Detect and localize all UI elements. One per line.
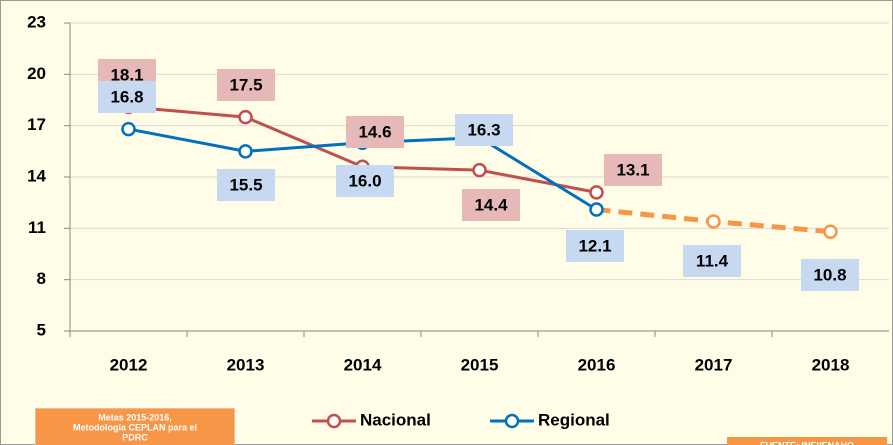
- data-label: 16.0: [348, 171, 381, 190]
- y-tick-label: 8: [37, 269, 46, 288]
- x-tick-label: 2016: [578, 355, 616, 374]
- point: [589, 185, 604, 200]
- note-box: [35, 408, 235, 445]
- label-box: [801, 259, 859, 291]
- data-label: 10.8: [813, 265, 846, 284]
- legend-label: Nacional: [360, 410, 431, 429]
- source-box: [727, 437, 887, 445]
- label-box: [217, 69, 275, 101]
- label-box: [683, 245, 741, 277]
- y-tick-label: 23: [27, 12, 46, 31]
- point: [589, 202, 604, 217]
- data-label: 11.4: [696, 251, 729, 270]
- x-tick-label: 2012: [110, 355, 148, 374]
- x-tick-label: 2014: [344, 355, 382, 374]
- data-label: 12.1: [578, 236, 611, 255]
- note-text: Metas 2015-2016,: [98, 412, 172, 422]
- note: Metas 2015-2016,Metodología CEPLAN para …: [35, 408, 235, 445]
- data-label: 14.6: [358, 122, 391, 141]
- point: [238, 144, 253, 159]
- data-label: 17.5: [229, 75, 262, 94]
- x-tick-label: 2015: [461, 355, 499, 374]
- y-tick-label: 14: [27, 166, 46, 185]
- point: [472, 162, 487, 178]
- y-tick-label: 5: [37, 320, 46, 339]
- data-label: 18.1: [110, 65, 143, 84]
- legend-marker: [326, 413, 342, 429]
- point: [238, 109, 253, 125]
- data-label: 13.1: [616, 160, 649, 179]
- point: [706, 214, 721, 229]
- label-box: [346, 116, 404, 148]
- y-tick-label: 20: [27, 64, 46, 83]
- label-box: [455, 114, 513, 146]
- legend-marker: [504, 413, 520, 429]
- source-text: FUENTE: INEI/ENAHO: [760, 440, 854, 445]
- note-text: Metodología CEPLAN para el: [73, 422, 197, 432]
- label-box: [462, 189, 520, 221]
- note-text: PDRC: [122, 432, 148, 442]
- x-tick-label: 2018: [812, 355, 850, 374]
- data-label: 16.8: [110, 87, 143, 106]
- point: [823, 224, 838, 240]
- x-tick-label: 2013: [227, 355, 265, 374]
- label-box: [604, 154, 662, 186]
- data-label: 16.3: [467, 120, 500, 139]
- label-box: [336, 165, 394, 197]
- data-label: 14.4: [474, 195, 508, 214]
- y-tick-label: 11: [28, 218, 46, 237]
- label-box: [566, 230, 624, 262]
- y-tick-label: 17: [27, 115, 46, 134]
- label-box: [217, 169, 275, 201]
- label-box: [98, 81, 156, 113]
- data-label: 15.5: [229, 175, 262, 194]
- legend-label: Regional: [538, 410, 610, 429]
- point: [121, 121, 136, 137]
- x-tick-label: 2017: [695, 355, 733, 374]
- source: FUENTE: INEI/ENAHO: [727, 437, 887, 445]
